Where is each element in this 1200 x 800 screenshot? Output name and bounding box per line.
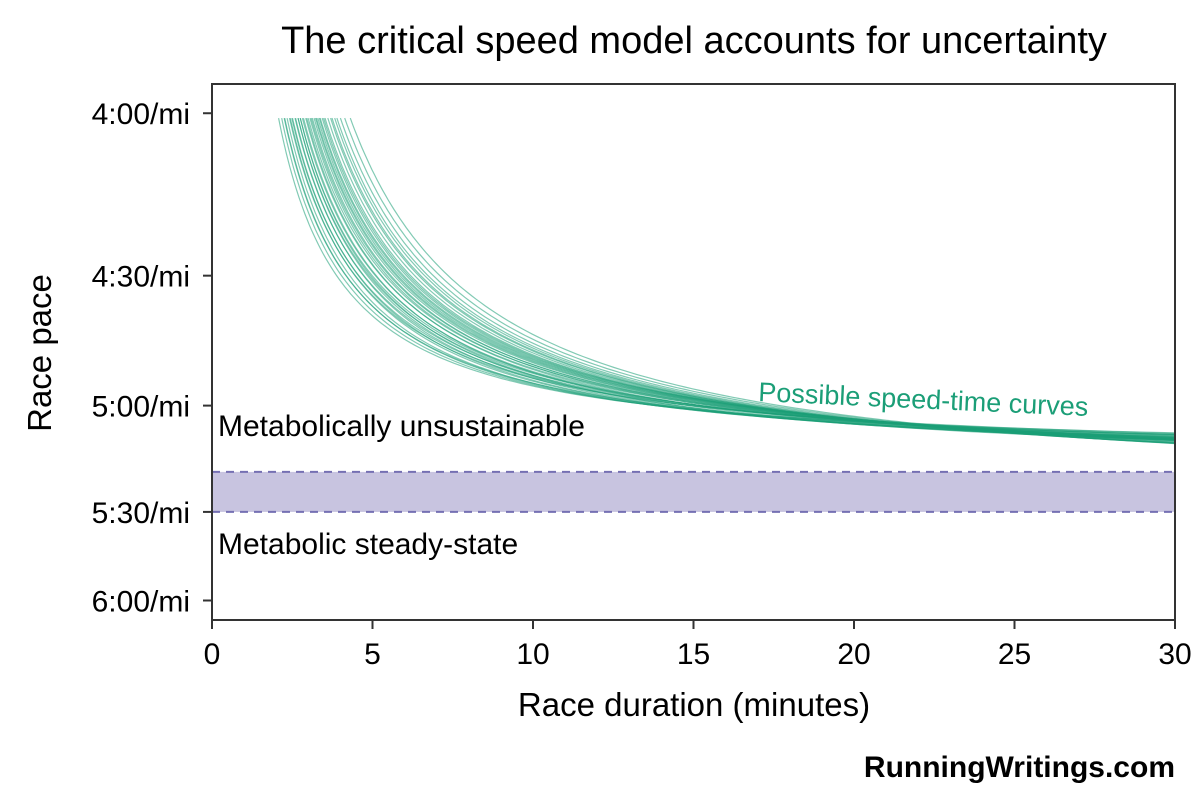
- speed-time-curve: [301, 117, 1176, 439]
- y-axis-title: Race pace: [21, 274, 58, 432]
- x-tick-label: 5: [364, 638, 381, 671]
- band-label-steady-state: Metabolic steady-state: [218, 528, 518, 561]
- speed-time-curves: [278, 117, 1176, 445]
- x-tick-label: 25: [998, 638, 1031, 671]
- speed-time-curve: [291, 117, 1176, 436]
- speed-time-curve: [306, 117, 1176, 441]
- speed-time-curve: [349, 117, 1176, 445]
- speed-time-curve: [334, 117, 1176, 444]
- x-tick-label: 20: [837, 638, 870, 671]
- y-tick-label: 5:00/mi: [92, 391, 190, 424]
- x-tick-label: 30: [1158, 638, 1191, 671]
- y-tick-label: 4:30/mi: [92, 261, 190, 294]
- x-tick-label: 15: [677, 638, 710, 671]
- chart-title: The critical speed model accounts for un…: [281, 20, 1107, 62]
- source-credit: RunningWritings.com: [864, 751, 1175, 784]
- speed-time-curve: [294, 117, 1176, 436]
- speed-time-curve: [278, 117, 1176, 434]
- speed-time-curve: [288, 117, 1176, 435]
- y-tick-label: 5:30/mi: [92, 497, 190, 530]
- x-tick-label: 10: [516, 638, 549, 671]
- y-tick-label: 4:00/mi: [92, 98, 190, 131]
- y-tick-label: 6:00/mi: [92, 586, 190, 619]
- metabolic-band: [212, 470, 1175, 513]
- y-axis: 4:00/mi 4:30/mi 5:00/mi 5:30/mi 6:00/mi: [92, 98, 212, 619]
- speed-time-curve: [284, 117, 1176, 437]
- band-label-unsustainable: Metabolically unsustainable: [218, 410, 585, 443]
- band-fill: [212, 471, 1175, 512]
- x-axis: 0 5 10 15 20 25 30: [204, 620, 1192, 671]
- x-axis-title: Race duration (minutes): [518, 686, 870, 723]
- speed-time-curve: [283, 117, 1176, 436]
- speed-time-curve: [299, 117, 1176, 441]
- x-tick-label: 0: [204, 638, 221, 671]
